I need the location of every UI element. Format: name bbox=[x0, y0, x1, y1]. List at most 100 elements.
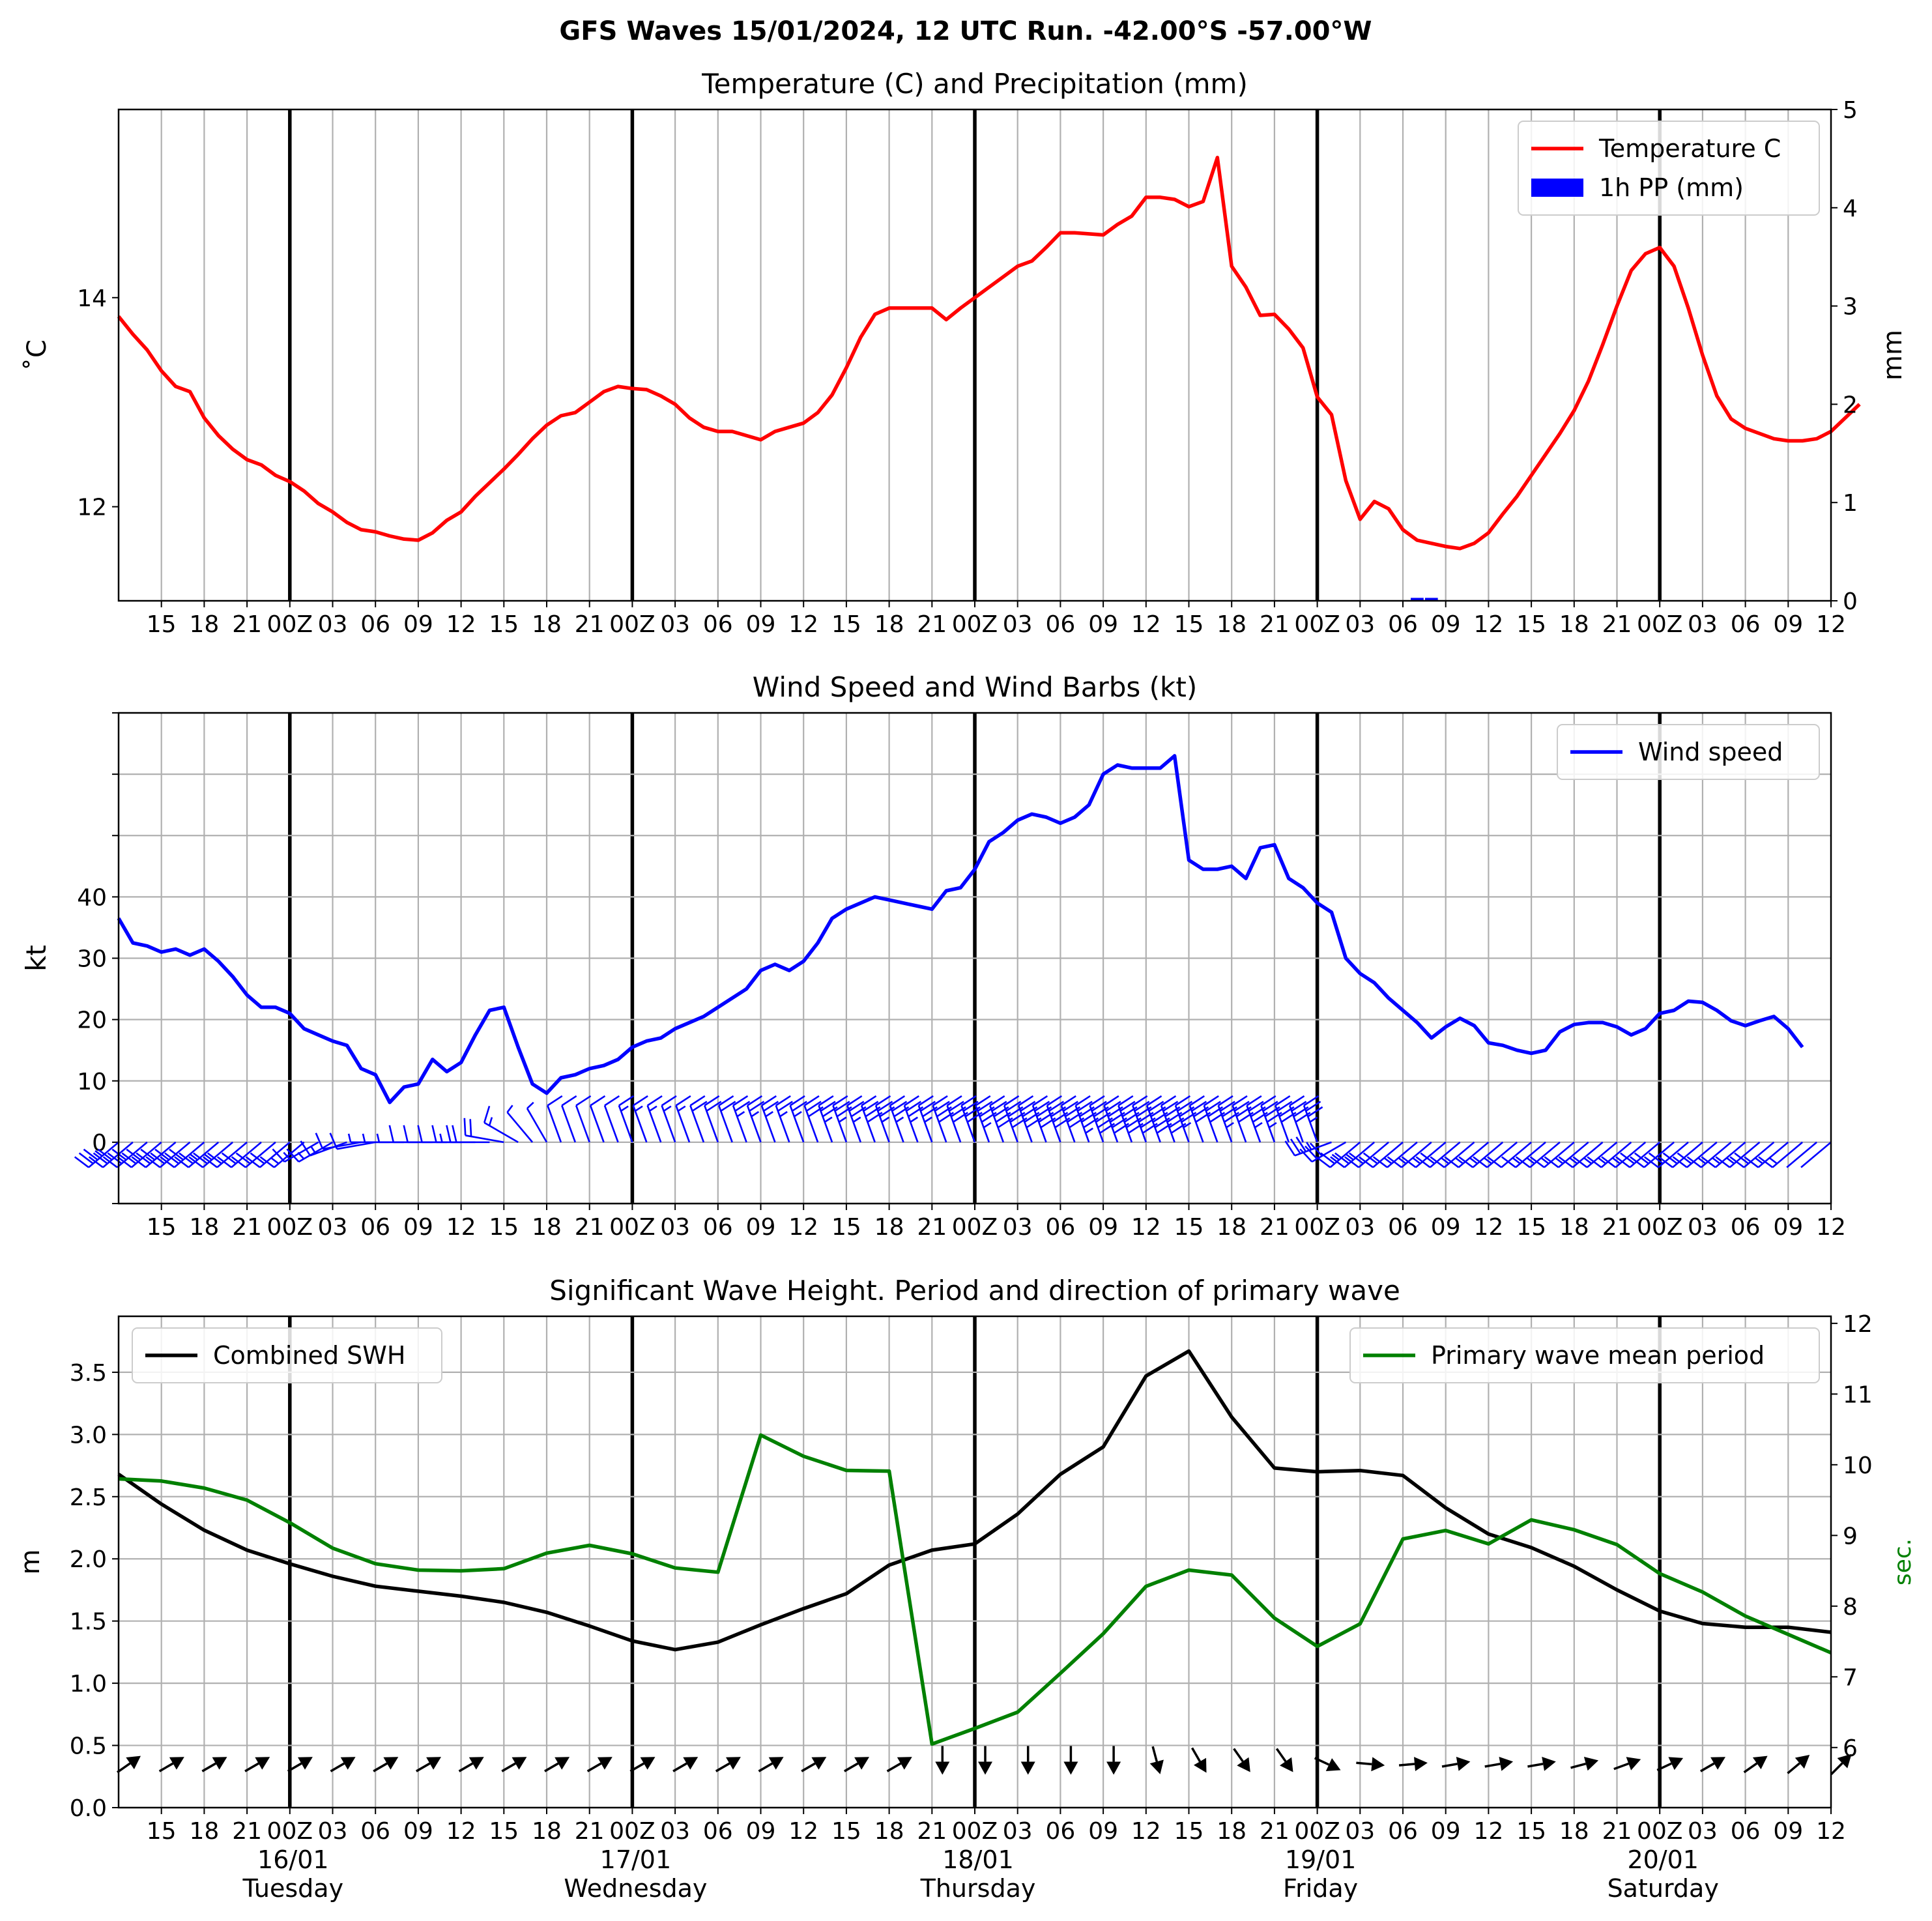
x-tick-label: 18 bbox=[874, 611, 904, 638]
wind-barb-flag bbox=[452, 1125, 457, 1143]
x-tick-label: 06 bbox=[360, 611, 390, 638]
x-tick-label: 15 bbox=[1174, 1818, 1204, 1845]
wind-barb bbox=[506, 1105, 534, 1143]
x-tick-label: 03 bbox=[1003, 1214, 1033, 1241]
x-tick-label: 00Z bbox=[952, 1818, 998, 1845]
wave-direction-arrow bbox=[158, 1757, 184, 1772]
wind-barb-shaft bbox=[1146, 1105, 1161, 1143]
wind-barb-flag bbox=[1320, 1152, 1336, 1164]
wave-arrow-head bbox=[597, 1757, 613, 1770]
axes-frame bbox=[117, 712, 1832, 1205]
wind-barb bbox=[1758, 1141, 1804, 1168]
wave-arrow-shaft bbox=[1656, 1762, 1672, 1772]
wave-arrow-head bbox=[126, 1755, 141, 1770]
wind-barb bbox=[818, 1095, 838, 1143]
wind-barb bbox=[117, 1141, 162, 1168]
wind-barb-flag bbox=[1295, 1136, 1307, 1152]
wave-arrow-shaft bbox=[672, 1762, 687, 1772]
swh-line bbox=[117, 1349, 1832, 1652]
wave-arrow-shaft bbox=[158, 1762, 174, 1772]
wind-barb bbox=[1132, 1095, 1158, 1143]
wind-barb-flag bbox=[962, 1101, 979, 1112]
wind-barb-flag bbox=[300, 1140, 311, 1157]
wind-barb-shaft bbox=[874, 1105, 890, 1143]
wind-barb-shaft bbox=[322, 1141, 362, 1150]
wind-barb bbox=[286, 1141, 334, 1163]
wind-barb-flag bbox=[1020, 1101, 1036, 1112]
wind-barb-half-flag bbox=[635, 1105, 643, 1112]
wind-barb-flag bbox=[150, 1152, 166, 1164]
wind-barb-flag bbox=[977, 1101, 993, 1112]
wind-barb-half-flag bbox=[1712, 1157, 1721, 1164]
wind-barb-flag bbox=[1529, 1156, 1545, 1168]
day-date-label: 16/01 bbox=[257, 1845, 329, 1874]
wind-barb-flag bbox=[1305, 1101, 1321, 1112]
wind-barb-shaft bbox=[689, 1105, 705, 1143]
wind-barb-flag bbox=[483, 1105, 491, 1123]
x-tick-label: 06 bbox=[1731, 1818, 1761, 1845]
wind-barb-flag bbox=[93, 1152, 108, 1164]
wind-barb bbox=[1117, 1095, 1144, 1143]
wind-barb-flag bbox=[1018, 1095, 1034, 1106]
y2-tick-label: 0 bbox=[1843, 588, 1858, 615]
wave-panel: 15 18 21 00Z 03 06 09 12 15 18 21 00Z 03 06 09 12 15 18 21… bbox=[16, 1275, 1916, 1903]
wind-barb-flag bbox=[140, 1148, 156, 1161]
x-tick-label: 09 bbox=[1088, 611, 1118, 638]
x-tick-label: 18 bbox=[532, 1818, 562, 1845]
y2-tick-label: 10 bbox=[1843, 1452, 1873, 1479]
wind-barb-shaft bbox=[1686, 1141, 1718, 1168]
wind-barb-half-flag bbox=[1541, 1157, 1550, 1164]
x-tick-label: 03 bbox=[660, 1214, 690, 1241]
wind-barb-flag bbox=[231, 1156, 246, 1168]
x-tick-label: 15 bbox=[147, 1818, 177, 1845]
wind-barb bbox=[1089, 1095, 1116, 1143]
wind-barb-flag bbox=[1217, 1095, 1233, 1106]
wind-barb-flag bbox=[83, 1148, 98, 1161]
wave-direction-arrow bbox=[886, 1757, 912, 1772]
wind-barb-flag bbox=[575, 1095, 592, 1106]
wind-barb-shaft bbox=[561, 1105, 577, 1143]
wind-barb-flag bbox=[145, 1156, 161, 1168]
wind-barb-flag bbox=[1303, 1095, 1319, 1106]
x-tick-label: 00Z bbox=[267, 611, 313, 638]
wave-arrow-shaft bbox=[758, 1762, 773, 1772]
wind-barb bbox=[1330, 1141, 1376, 1168]
wind-barb bbox=[603, 1095, 620, 1143]
y-tick-label: 10 bbox=[77, 1069, 107, 1095]
wind-barb bbox=[775, 1095, 793, 1143]
wave-arrow-shaft bbox=[886, 1762, 902, 1772]
wave-direction-arrow bbox=[1020, 1746, 1035, 1775]
wind-barb-shaft bbox=[245, 1141, 276, 1168]
panel-title: Significant Wave Height. Period and dire… bbox=[549, 1275, 1400, 1307]
wind-barb-flag bbox=[1316, 1156, 1331, 1168]
legend-box bbox=[1557, 724, 1820, 780]
wind-barb-shaft bbox=[1401, 1141, 1432, 1168]
x-tick-label: 12 bbox=[1816, 611, 1846, 638]
wind-barb-shaft bbox=[1515, 1141, 1546, 1168]
wind-barb-flag bbox=[1220, 1101, 1235, 1112]
wind-barb-flag bbox=[732, 1095, 749, 1106]
wind-barb-shaft bbox=[1387, 1141, 1418, 1168]
x-tick-label: 03 bbox=[1688, 611, 1718, 638]
wave-direction-arrow bbox=[330, 1757, 356, 1772]
x-tick-label: 12 bbox=[1473, 1818, 1503, 1845]
x-tick-label: 06 bbox=[1045, 1214, 1075, 1241]
wind-barb-flag bbox=[934, 1101, 950, 1112]
wind-barb-flag bbox=[1458, 1156, 1474, 1168]
wind-barb-half-flag bbox=[765, 1111, 773, 1118]
wind-barb-half-flag bbox=[1085, 1127, 1093, 1134]
wind-barb bbox=[174, 1141, 220, 1168]
wind-barb-half-flag bbox=[677, 1105, 686, 1112]
wind-barb-flag bbox=[1063, 1101, 1078, 1112]
wave-arrow-shaft bbox=[801, 1762, 816, 1772]
wave-arrow-shaft bbox=[715, 1762, 730, 1772]
wind-barb-shaft bbox=[1060, 1105, 1076, 1143]
wind-barb-flag bbox=[1634, 1152, 1649, 1164]
wind-barb-flag bbox=[1601, 1156, 1617, 1168]
wind-barb-flag bbox=[272, 1148, 285, 1163]
wind-barb-shaft bbox=[960, 1105, 976, 1143]
wind-barb bbox=[889, 1095, 910, 1143]
wave-arrow-head bbox=[469, 1757, 484, 1770]
wind-barb bbox=[160, 1141, 205, 1168]
wind-barb-shaft bbox=[1743, 1141, 1775, 1168]
